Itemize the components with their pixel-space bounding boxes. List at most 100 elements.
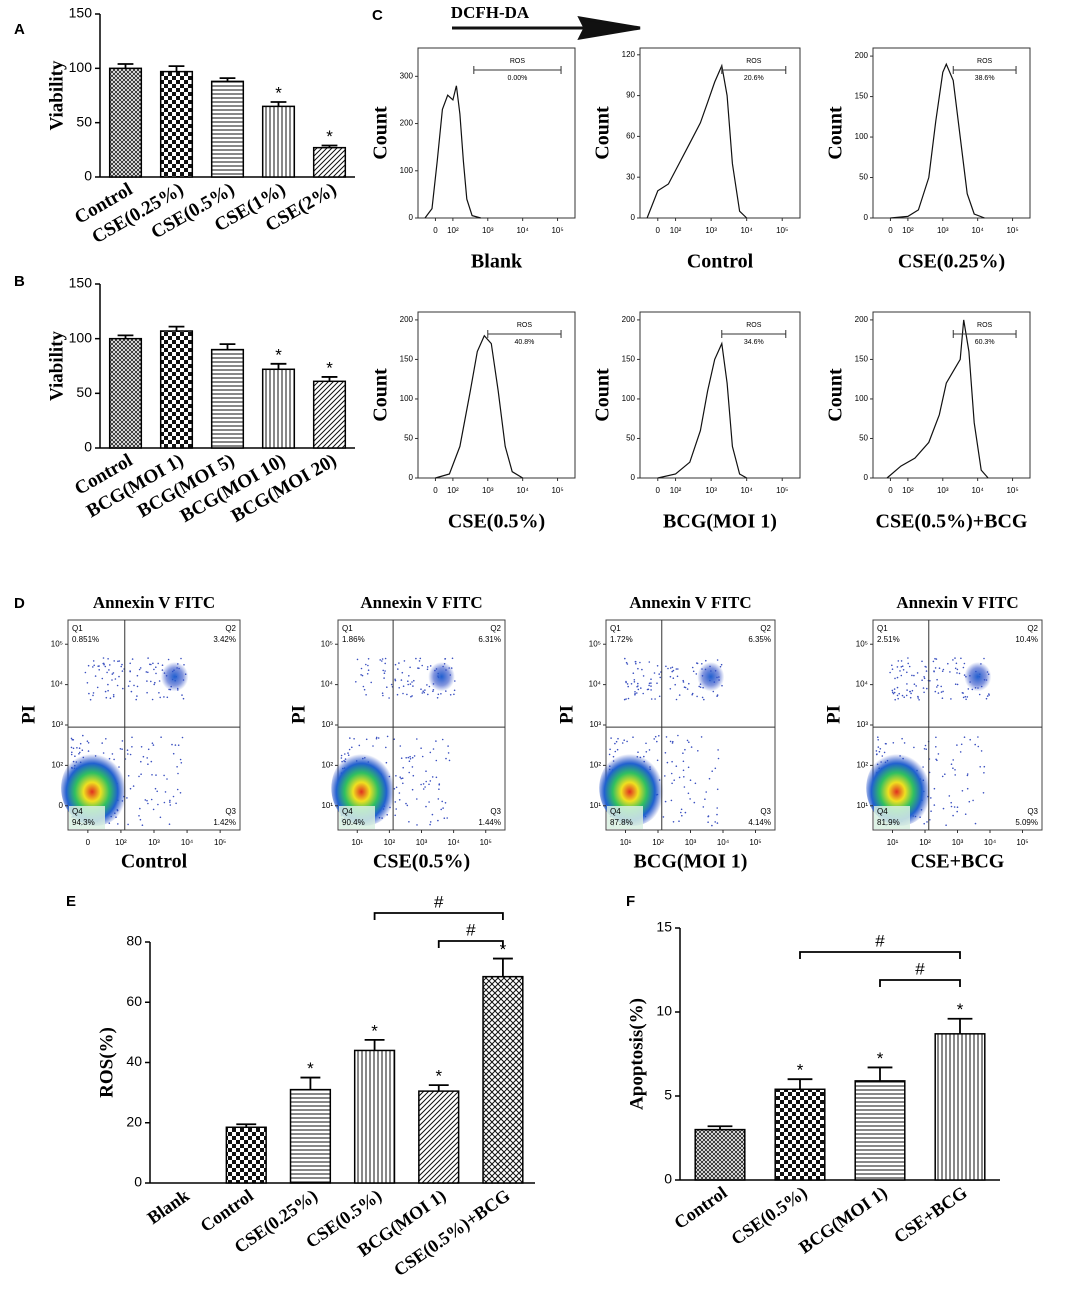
event-dot: [986, 695, 989, 697]
gate-name: ROS: [746, 58, 762, 65]
event-dot: [648, 749, 651, 751]
event-dot: [113, 660, 115, 662]
event-dot: [402, 685, 405, 687]
quadrant-percent: 5.09%: [1015, 818, 1038, 827]
event-dot: [136, 674, 139, 677]
event-dot: [78, 747, 81, 749]
event-dot: [432, 689, 435, 691]
event-dot: [70, 753, 73, 756]
event-dot: [665, 665, 667, 668]
event-dot: [894, 698, 896, 701]
plot-frame: [639, 47, 801, 219]
event-dot: [640, 687, 642, 689]
event-dot: [98, 669, 100, 671]
y-tick-label: 0: [59, 801, 64, 810]
y-tick-label: 50: [859, 173, 868, 182]
event-dot: [923, 822, 925, 825]
y-tick-label: 10⁴: [51, 680, 64, 689]
x-tick-label: 10⁴: [717, 838, 730, 847]
x-tick-label: 10²: [670, 486, 682, 495]
event-dot: [418, 660, 421, 662]
event-dot: [384, 670, 386, 672]
event-dot: [87, 742, 90, 744]
y-tick-label: 50: [76, 113, 92, 129]
event-dot: [966, 787, 969, 790]
event-dot: [630, 683, 633, 685]
y-tick-label: 10³: [321, 720, 333, 729]
event-dot: [950, 801, 952, 804]
x-tick-label: 0: [888, 226, 893, 235]
event-dot: [360, 674, 362, 676]
error-bar: [168, 325, 185, 332]
event-dot: [672, 677, 675, 679]
event-dot: [985, 697, 988, 700]
y-tick-label: 0: [84, 439, 92, 455]
gate-name: ROS: [517, 322, 533, 329]
y-tick-label: 5: [664, 1087, 672, 1103]
event-dot: [146, 799, 148, 802]
x-tick-label: Blank: [144, 1185, 193, 1228]
significance: *: [877, 1049, 884, 1068]
event-dot: [624, 657, 626, 660]
event-dot: [899, 670, 901, 672]
event-dot: [407, 680, 409, 682]
quadrant-percent: 6.35%: [748, 635, 771, 644]
event-dot: [901, 737, 903, 740]
event-dot: [877, 739, 879, 741]
x-tick-label: 10²: [447, 226, 459, 235]
event-dot: [181, 694, 183, 696]
event-dot: [934, 690, 937, 693]
event-dot: [950, 698, 952, 700]
event-dot: [365, 738, 368, 741]
event-dot: [408, 771, 411, 774]
event-dot: [131, 746, 133, 748]
event-dot: [180, 657, 182, 660]
bar: [353, 1049, 396, 1184]
event-dot: [926, 821, 928, 823]
significance: *: [371, 1021, 378, 1040]
event-dot: [358, 744, 361, 747]
event-dot: [916, 672, 919, 674]
event-dot: [974, 822, 977, 825]
event-dot: [935, 658, 938, 660]
event-dot: [147, 802, 149, 805]
x-tick-label: 10⁴: [447, 838, 460, 847]
panel-letter: E: [66, 893, 76, 910]
event-dot: [120, 665, 122, 668]
quadrant-name: Q4: [342, 807, 353, 816]
y-tick-label: 30: [626, 172, 635, 181]
event-dot: [665, 736, 668, 738]
event-dot: [158, 680, 161, 682]
event-dot: [901, 665, 904, 667]
event-dot: [89, 698, 92, 701]
event-dot: [78, 753, 80, 755]
event-dot: [716, 659, 719, 661]
event-dot: [140, 746, 143, 748]
event-dot: [875, 750, 878, 752]
event-dot: [139, 818, 142, 821]
event-dot: [348, 748, 351, 751]
event-dot: [154, 681, 156, 684]
x-tick-label: 10⁴: [971, 226, 984, 235]
significance: *: [797, 1061, 804, 1080]
event-dot: [147, 657, 149, 659]
event-dot: [686, 688, 689, 690]
event-dot: [157, 803, 159, 806]
y-tick-label: 10: [656, 1003, 672, 1019]
y-tick-label: 10⁵: [589, 639, 601, 648]
event-dot: [669, 740, 672, 743]
event-dot: [411, 766, 414, 768]
x-tick-label: 10²: [902, 486, 914, 495]
event-dot: [172, 752, 175, 755]
event-dot: [76, 747, 78, 749]
event-dot: [956, 683, 959, 686]
y-tick-label: 200: [855, 51, 869, 60]
quadrant-name: Q2: [1027, 624, 1038, 633]
event-dot: [632, 672, 635, 674]
event-dot: [983, 765, 986, 768]
x-tick-label: 10²: [115, 838, 127, 847]
event-dot: [933, 670, 935, 673]
event-dot: [159, 816, 162, 819]
event-dot: [427, 693, 429, 696]
event-dot: [680, 811, 682, 814]
